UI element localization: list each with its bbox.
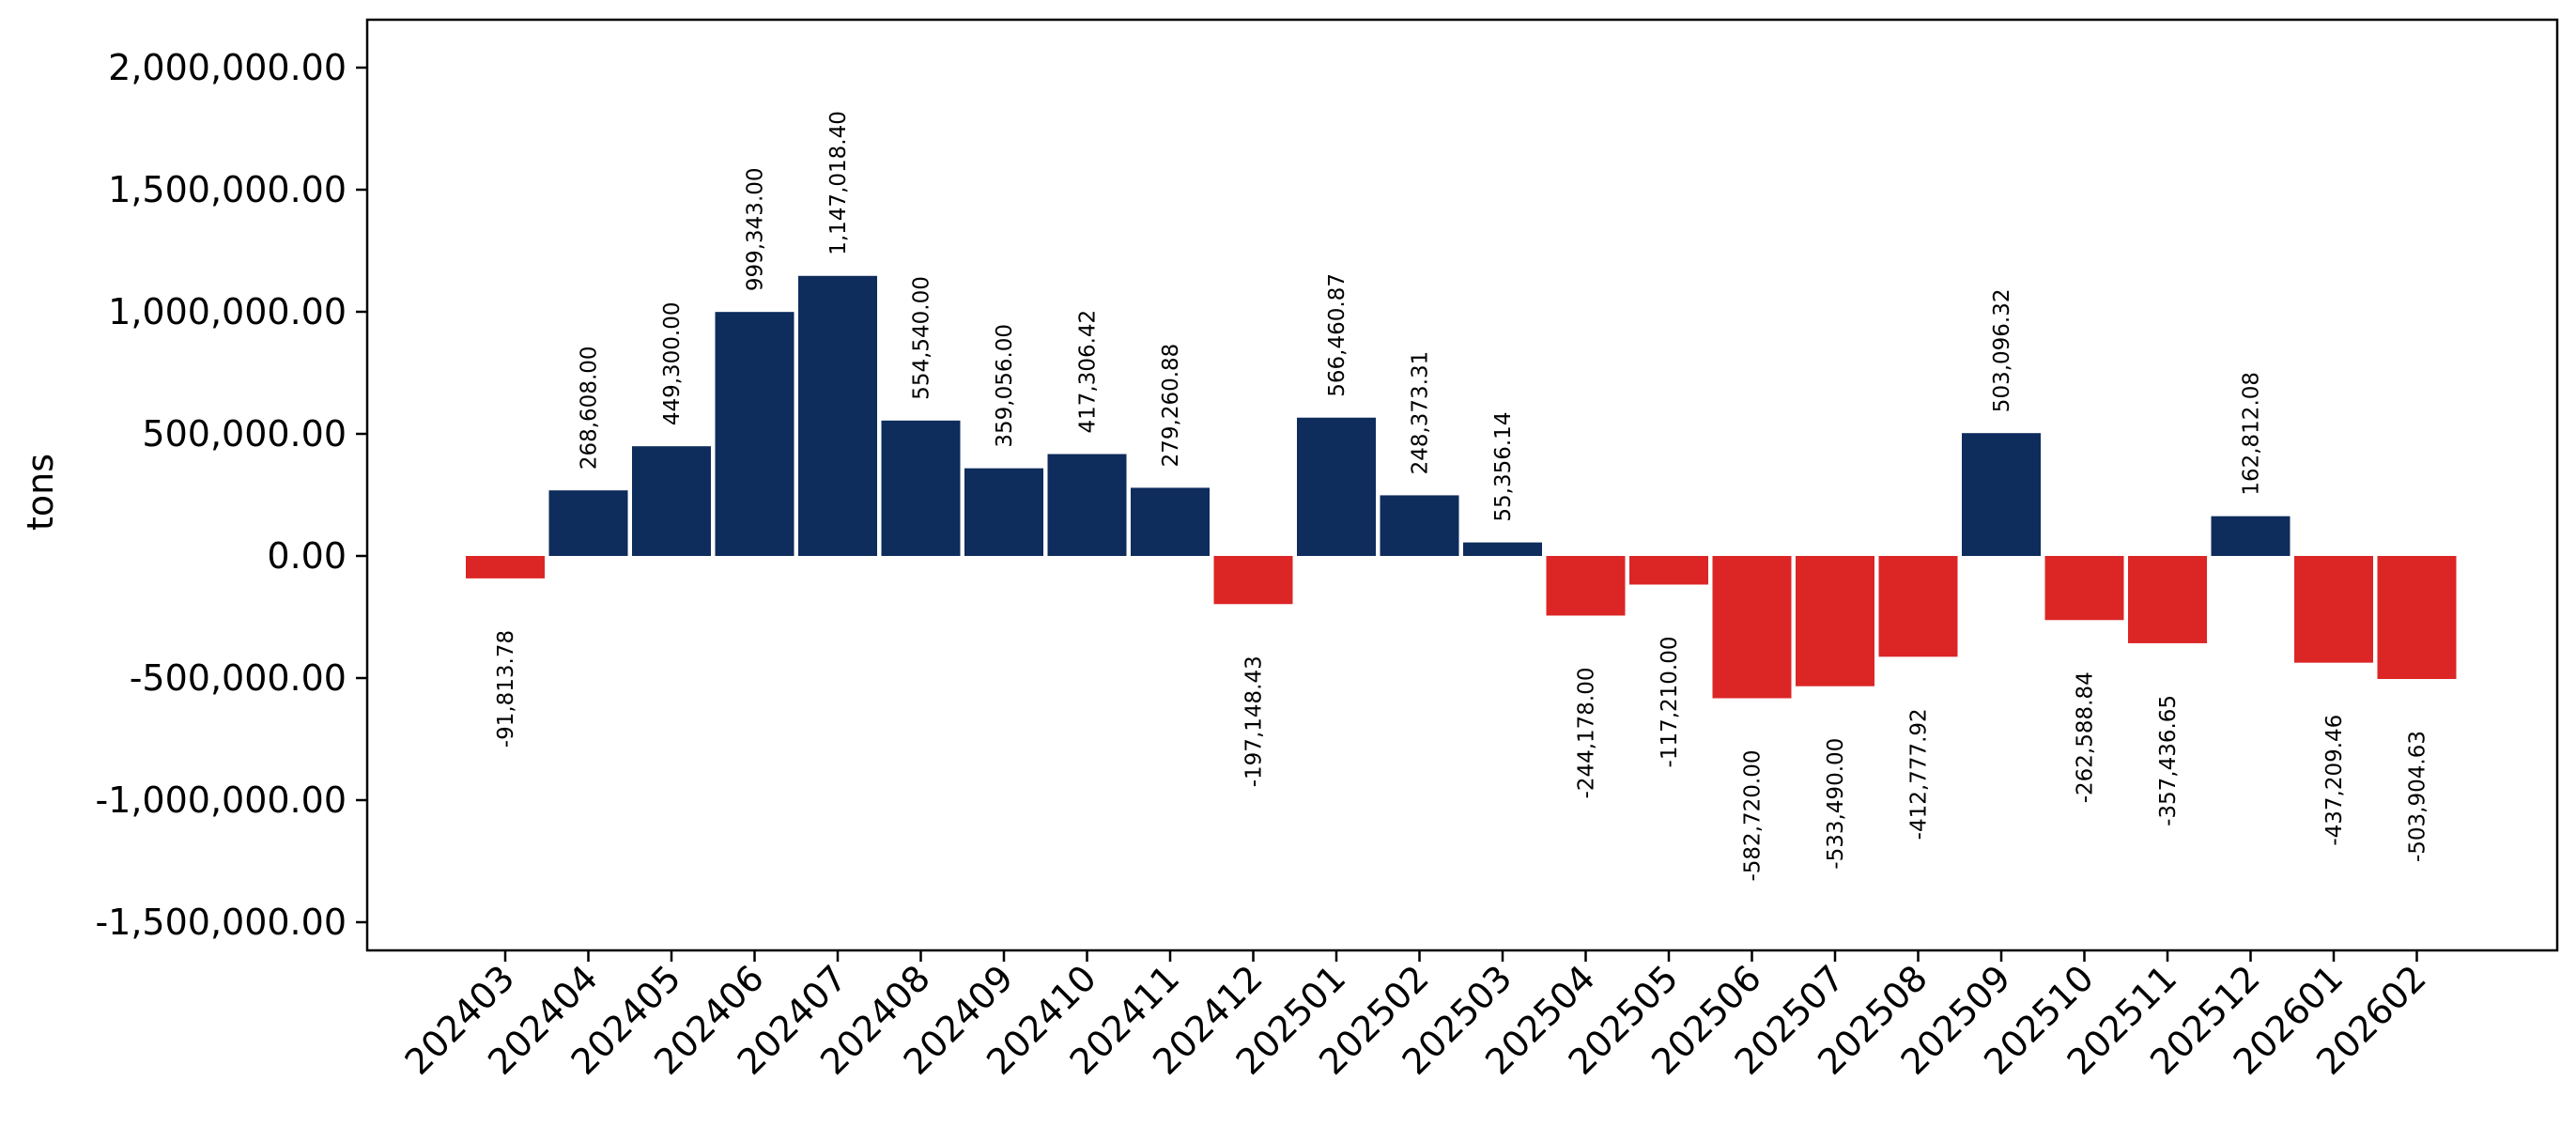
- data-label-202501: 566,460.87: [1325, 273, 1350, 397]
- data-label-202503: 55,356.14: [1491, 412, 1516, 522]
- data-label-202505: -117,210.00: [1658, 636, 1682, 767]
- bar-202407: [798, 275, 877, 556]
- data-label-202405: 449,300.00: [660, 301, 685, 425]
- data-label-202408: 554,540.00: [910, 276, 934, 400]
- data-label-202403: -91,813.78: [494, 630, 518, 748]
- data-label-202410: 417,306.42: [1076, 310, 1101, 434]
- y-axis-label: tons: [20, 454, 61, 531]
- y-tick-label: 1,500,000.00: [108, 169, 347, 210]
- data-label-202406: 999,343.00: [744, 167, 768, 291]
- data-label-202601: -437,209.46: [2322, 715, 2347, 846]
- data-label-202511: -357,436.65: [2156, 695, 2181, 826]
- y-tick-label: -1,000,000.00: [95, 779, 347, 821]
- bar-202601: [2294, 556, 2373, 663]
- data-label-202409: 359,056.00: [993, 324, 1017, 448]
- data-label-202506: -582,720.00: [1741, 750, 1766, 882]
- bar-202406: [715, 312, 794, 556]
- data-label-202411: 279,260.88: [1159, 344, 1183, 468]
- bar-202602: [2377, 556, 2457, 680]
- bar-202508: [1878, 556, 1958, 657]
- data-label-202504: -244,178.00: [1575, 667, 1599, 798]
- y-tick-label: 1,000,000.00: [108, 291, 347, 332]
- bars: [466, 275, 2457, 699]
- data-labels: -91,813.78 268,608.00 449,300.00 999,343.00…: [494, 111, 2430, 881]
- bar-202412: [1213, 556, 1293, 605]
- bar-202502: [1380, 495, 1459, 556]
- bar-202501: [1297, 417, 1376, 556]
- bar-202511: [2128, 556, 2207, 643]
- bar-202505: [1629, 556, 1708, 585]
- x-axis: 2024032024042024052024062024072024082024…: [397, 950, 2434, 1083]
- y-tick-label: 2,000,000.00: [108, 47, 347, 88]
- bar-202503: [1463, 542, 1542, 556]
- bar-202507: [1796, 556, 1874, 686]
- bar-202408: [881, 420, 961, 556]
- bar-202510: [2044, 556, 2124, 621]
- data-label-202512: 162,812.08: [2240, 372, 2264, 496]
- data-label-202509: 503,096.32: [1990, 288, 2014, 412]
- data-label-202502: 248,373.31: [1409, 351, 1433, 475]
- data-label-202404: 268,608.00: [578, 346, 602, 470]
- y-tick-label: -500,000.00: [130, 657, 347, 699]
- bar-202504: [1546, 556, 1626, 616]
- data-label-202602: -503,904.63: [2406, 731, 2430, 862]
- bar-202411: [1131, 487, 1210, 556]
- bar-202509: [1962, 433, 2041, 556]
- y-tick-label: 500,000.00: [142, 413, 347, 455]
- bar-202403: [466, 556, 545, 578]
- data-label-202407: 1,147,018.40: [826, 111, 851, 255]
- y-axis: -1,500,000.00 -1,000,000.00 -500,000.00 0.0…: [95, 47, 367, 943]
- bar-202512: [2211, 516, 2291, 556]
- bar-202405: [632, 446, 711, 556]
- data-label-202412: -197,148.43: [1242, 656, 1267, 787]
- y-tick-label: -1,500,000.00: [95, 902, 347, 943]
- bar-202506: [1712, 556, 1792, 699]
- bar-202409: [964, 468, 1043, 556]
- plot-frame: [365, 18, 2559, 952]
- y-tick-label: 0.00: [267, 535, 347, 577]
- data-label-202507: -533,490.00: [1824, 738, 1848, 870]
- data-label-202510: -262,588.84: [2074, 671, 2098, 803]
- bar-202410: [1047, 454, 1127, 556]
- data-label-202508: -412,777.92: [1907, 708, 1932, 840]
- bar-202404: [548, 490, 628, 556]
